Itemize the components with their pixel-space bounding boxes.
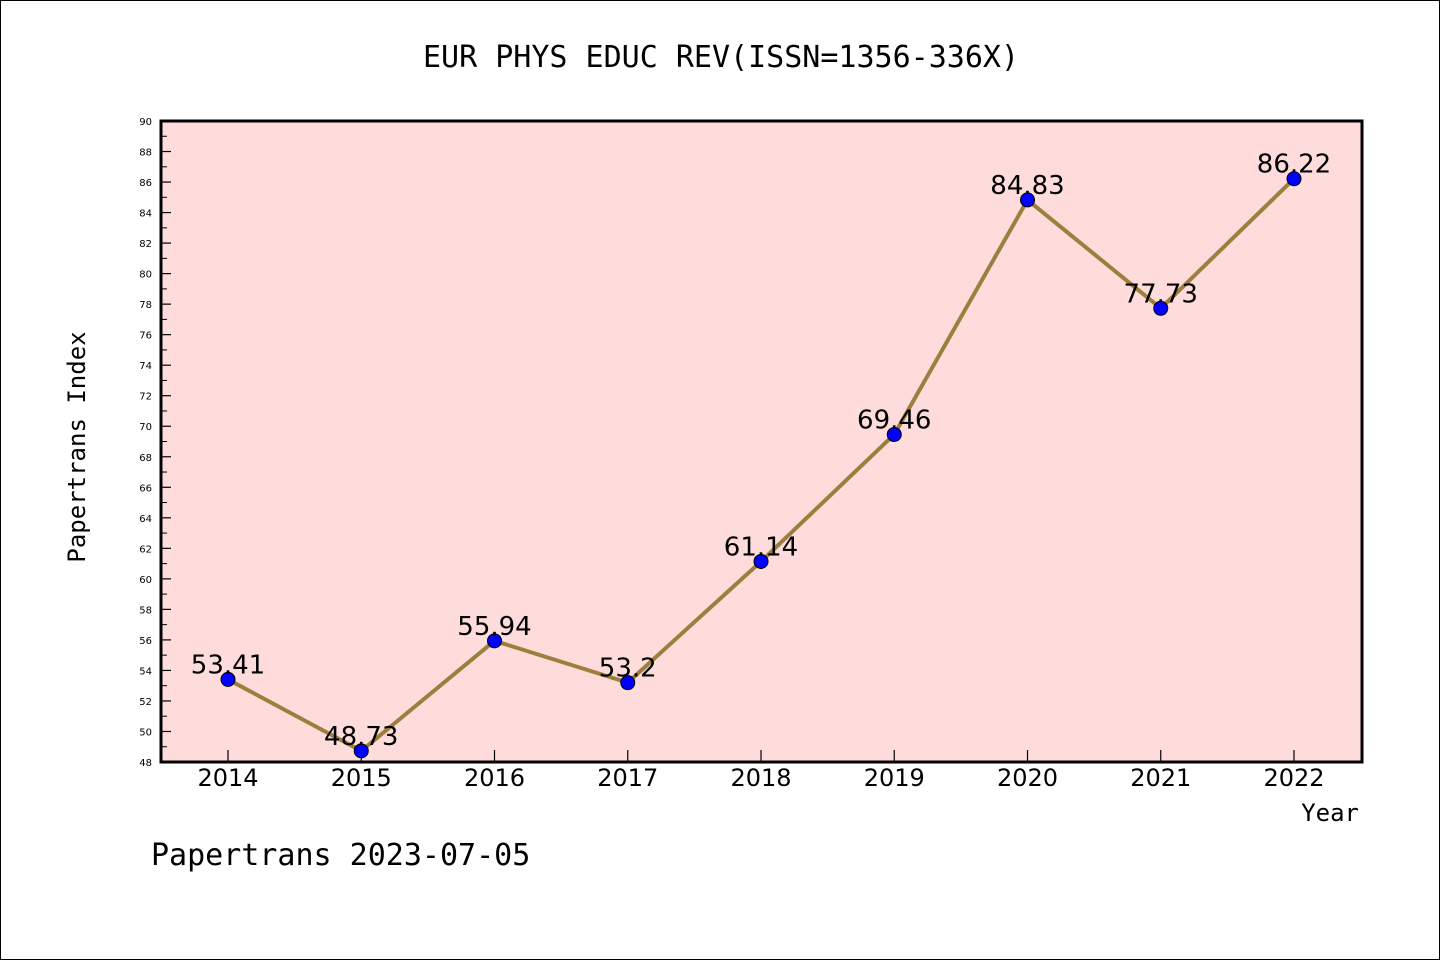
chart-title: EUR PHYS EDUC REV(ISSN=1356-336X)	[423, 40, 1019, 75]
y-tick-label: 68	[139, 453, 152, 464]
data-label: 48.73	[324, 722, 398, 752]
y-tick-label: 62	[139, 544, 152, 555]
x-axis-title: Year	[1301, 799, 1359, 827]
plot-area	[161, 121, 1362, 762]
data-point	[1020, 192, 1035, 208]
data-label: 61.14	[724, 532, 798, 562]
plot-border	[159, 119, 1364, 764]
data-point	[753, 553, 769, 569]
x-tick-label: 2014	[197, 764, 258, 792]
y-tick-label: 86	[139, 178, 152, 189]
data-labels: 53.41 48.73 55.94 53.2 61.14 69.46 84.83 77.73 8…	[191, 150, 1331, 752]
data-label: 69.46	[857, 405, 931, 435]
x-tick-label: 2016	[464, 764, 525, 792]
data-label: 86.22	[1257, 150, 1331, 180]
y-tick-label: 50	[139, 727, 152, 738]
data-label: 53.2	[599, 654, 657, 684]
footer-date: Papertrans 2023-07-05	[151, 838, 530, 873]
y-tick-label: 48	[139, 758, 152, 769]
y-axis: 48 50 52 54 56 58 60 62 64 66 68 70 72 74 76 78 80 82 84 86…	[139, 117, 171, 769]
x-tick-label: 2021	[1130, 764, 1191, 792]
x-tick-label: 2022	[1263, 764, 1324, 792]
x-tick-label: 2017	[597, 764, 658, 792]
x-axis: 2014 2015 2016 2017 2018 2019 2020 2021 2022	[197, 750, 1325, 792]
data-point	[487, 633, 502, 649]
y-tick-label: 78	[139, 300, 152, 311]
data-point	[620, 675, 636, 691]
y-tick-label: 64	[139, 514, 152, 525]
series-layer	[220, 171, 1302, 759]
y-tick-label: 60	[139, 575, 152, 586]
y-tick-label: 72	[139, 392, 152, 403]
x-tick-label: 2019	[864, 764, 925, 792]
data-point	[1286, 171, 1302, 187]
data-label: 55.94	[457, 612, 531, 642]
y-tick-label: 82	[139, 239, 152, 250]
y-tick-label: 80	[139, 270, 152, 281]
y-tick-label: 70	[139, 422, 152, 433]
y-tick-label: 66	[139, 483, 152, 494]
x-tick-label: 2020	[997, 764, 1058, 792]
y-tick-label: 84	[139, 209, 152, 220]
y-tick-label: 58	[139, 605, 152, 616]
y-tick-label: 76	[139, 331, 152, 342]
y-tick-label: 56	[139, 636, 152, 647]
data-label: 53.41	[191, 650, 265, 680]
data-point	[353, 743, 369, 759]
y-axis-title: Papertrans Index	[63, 331, 91, 562]
y-tick-label: 90	[139, 117, 152, 128]
y-tick-label: 74	[139, 361, 152, 372]
data-label: 77.73	[1124, 279, 1198, 309]
data-label: 84.83	[990, 171, 1064, 201]
data-point	[886, 426, 902, 442]
y-tick-label: 52	[139, 697, 152, 708]
y-tick-label: 54	[139, 666, 152, 677]
data-point	[220, 671, 236, 687]
data-point	[1153, 300, 1169, 316]
x-tick-label: 2015	[331, 764, 392, 792]
y-tick-label: 88	[139, 148, 152, 159]
x-tick-label: 2018	[730, 764, 791, 792]
